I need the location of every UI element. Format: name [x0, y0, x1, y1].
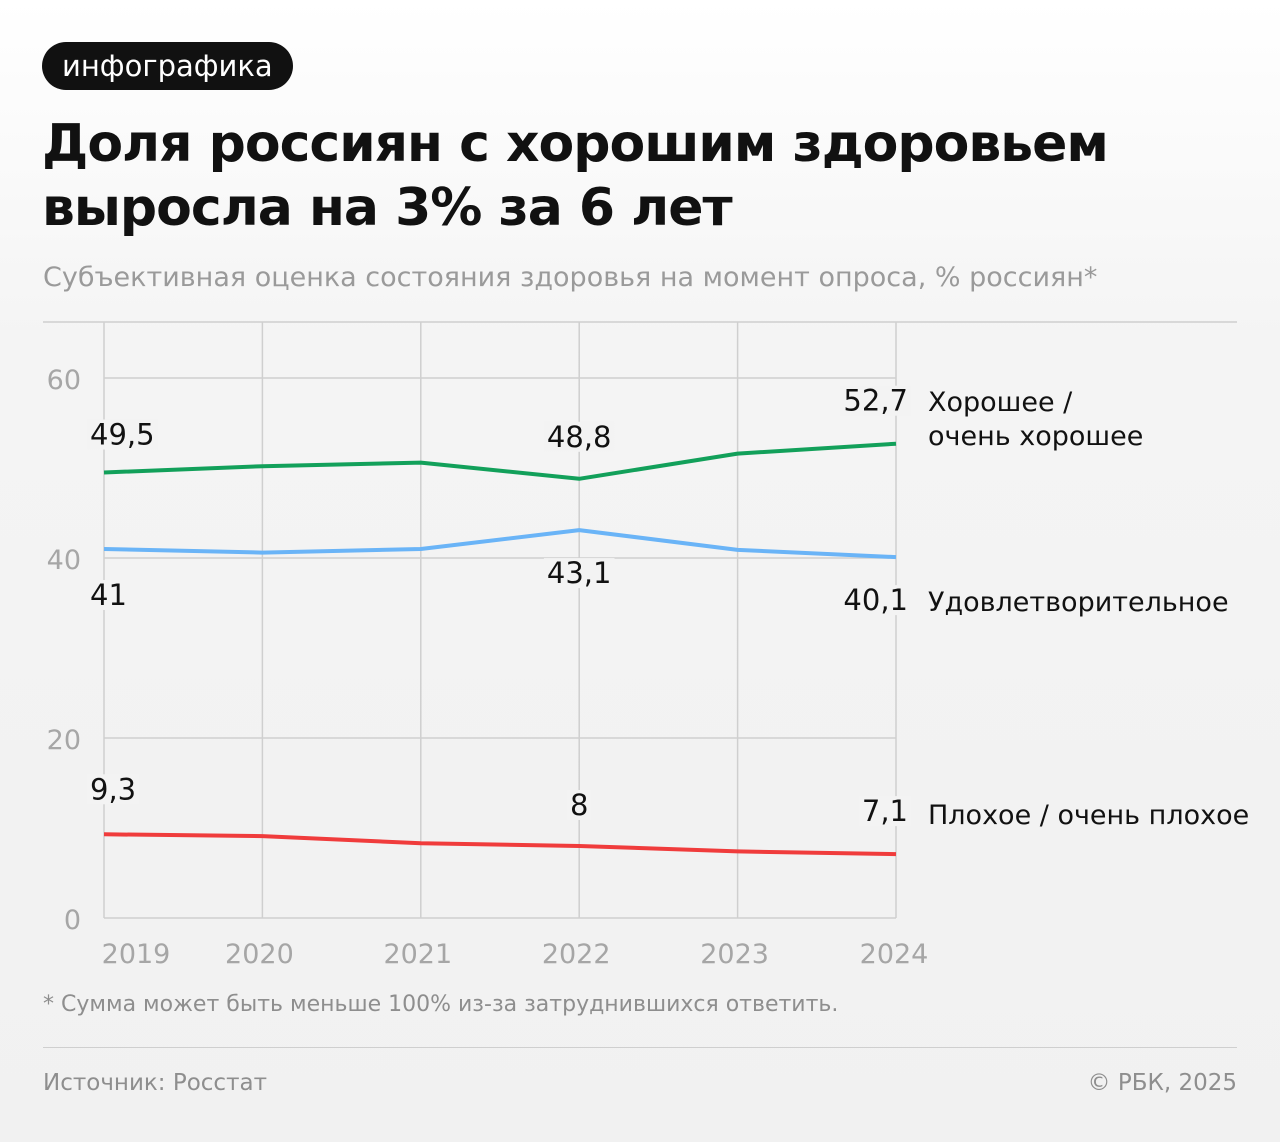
y-tick-label: 40	[47, 545, 81, 576]
chart-subtitle: Субъективная оценка состояния здоровья н…	[43, 262, 1098, 293]
x-tick-label: 2019	[102, 939, 171, 970]
copyright: © РБК, 2025	[1087, 1070, 1237, 1096]
line-chart: 2019 2020 2021 2022 2023 2024 0 20 40 60 49,5 48,8 5…	[43, 321, 1249, 970]
data-label-bg	[87, 774, 140, 805]
data-label: 41	[90, 578, 127, 612]
data-label-bg	[543, 421, 615, 452]
divider	[43, 1047, 1237, 1048]
data-label: 49,5	[90, 418, 155, 452]
series-line-2	[103, 832, 897, 857]
footnote: * Сумма может быть меньше 100% из-за зат…	[43, 992, 839, 1017]
data-label-bg	[87, 580, 130, 610]
x-tick-label: 2020	[225, 939, 294, 970]
series-line-1	[103, 528, 897, 560]
series-label: Хорошее /	[928, 387, 1073, 418]
data-label: 8	[570, 788, 588, 822]
data-label: 7,1	[862, 794, 908, 828]
y-tick-label: 0	[64, 905, 81, 936]
data-label: 40,1	[843, 583, 908, 617]
data-label: 48,8	[547, 420, 612, 454]
y-tick-label: 20	[47, 725, 81, 756]
infographic-badge: инфографика	[42, 42, 293, 90]
data-label-bg	[840, 585, 911, 616]
data-label-bg	[840, 385, 911, 416]
data-label-bg	[566, 790, 592, 820]
series-label: очень хорошее	[928, 421, 1143, 452]
series-label: Удовлетворительное	[928, 587, 1229, 618]
data-label: 9,3	[90, 772, 136, 806]
data-label-bg	[858, 796, 911, 827]
series-label: Плохое / очень плохое	[928, 800, 1249, 831]
series-line-0	[103, 441, 897, 481]
data-label-bg	[543, 558, 615, 589]
x-tick-label: 2021	[383, 939, 452, 970]
x-tick-label: 2024	[860, 939, 929, 970]
source: Источник: Росстат	[43, 1070, 267, 1096]
data-label: 43,1	[547, 556, 612, 590]
x-tick-label: 2022	[542, 939, 611, 970]
x-tick-label: 2023	[700, 939, 769, 970]
data-label-bg	[87, 419, 158, 450]
y-tick-label: 60	[47, 365, 81, 396]
page-title: Доля россиян с хорошим здоровьем выросла…	[42, 114, 1109, 238]
data-label: 52,7	[843, 384, 908, 418]
